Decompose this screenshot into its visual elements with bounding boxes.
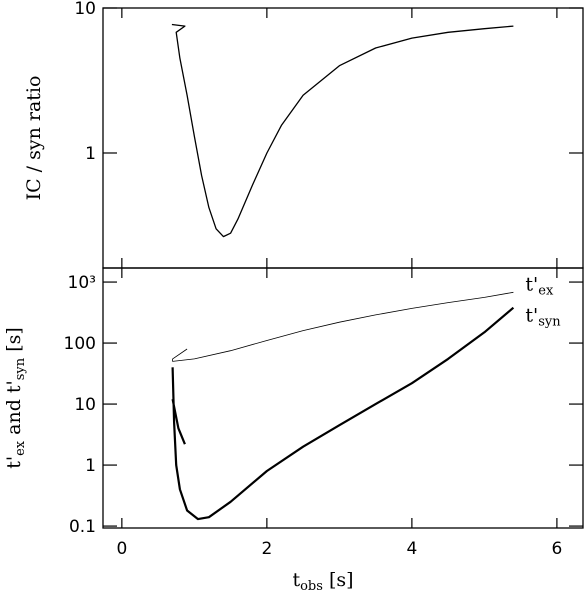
y-axis-label-part: t'	[3, 456, 25, 469]
y-axis-label-part: syn	[13, 357, 28, 380]
curve	[171, 23, 514, 238]
y-tick-label: 100	[64, 334, 96, 354]
y-tick-label: 10	[74, 0, 96, 19]
curve-label-part: t'	[525, 305, 538, 327]
curve-label: t'syn	[525, 305, 561, 330]
curve	[171, 306, 515, 521]
y-axis-label-part: [s]	[3, 327, 25, 358]
x-axis-label-part: [s]	[323, 569, 354, 591]
plot-frame	[102, 7, 584, 269]
y-tick-label: 0.1	[69, 517, 96, 537]
y-tick-label: 10	[74, 395, 96, 415]
curve-label: t'ex	[525, 273, 554, 298]
y-axis-label-part: and t'	[3, 380, 25, 441]
y-tick-label: 1	[85, 456, 96, 476]
curve-label-part: t'	[525, 273, 538, 295]
y-tick-label: 10³	[68, 273, 96, 293]
y-tick-label: 1	[85, 144, 96, 164]
curve-label-part: syn	[538, 315, 561, 330]
curve-label-part: ex	[538, 283, 554, 298]
y-axis-label: IC / syn ratio	[23, 76, 45, 201]
x-tick-label: 4	[406, 539, 417, 559]
plot-frame	[102, 267, 584, 529]
x-axis-label: tobs [s]	[292, 569, 353, 594]
curve	[172, 291, 514, 362]
x-axis-label-part: t	[292, 569, 300, 591]
y-axis-label: t'ex and t'syn [s]	[3, 327, 28, 469]
x-axis-label-part: obs	[300, 579, 323, 594]
x-tick-label: 2	[261, 539, 272, 559]
x-tick-label: 6	[551, 539, 562, 559]
y-axis-label-part: ex	[13, 440, 28, 456]
x-tick-label: 0	[116, 539, 127, 559]
